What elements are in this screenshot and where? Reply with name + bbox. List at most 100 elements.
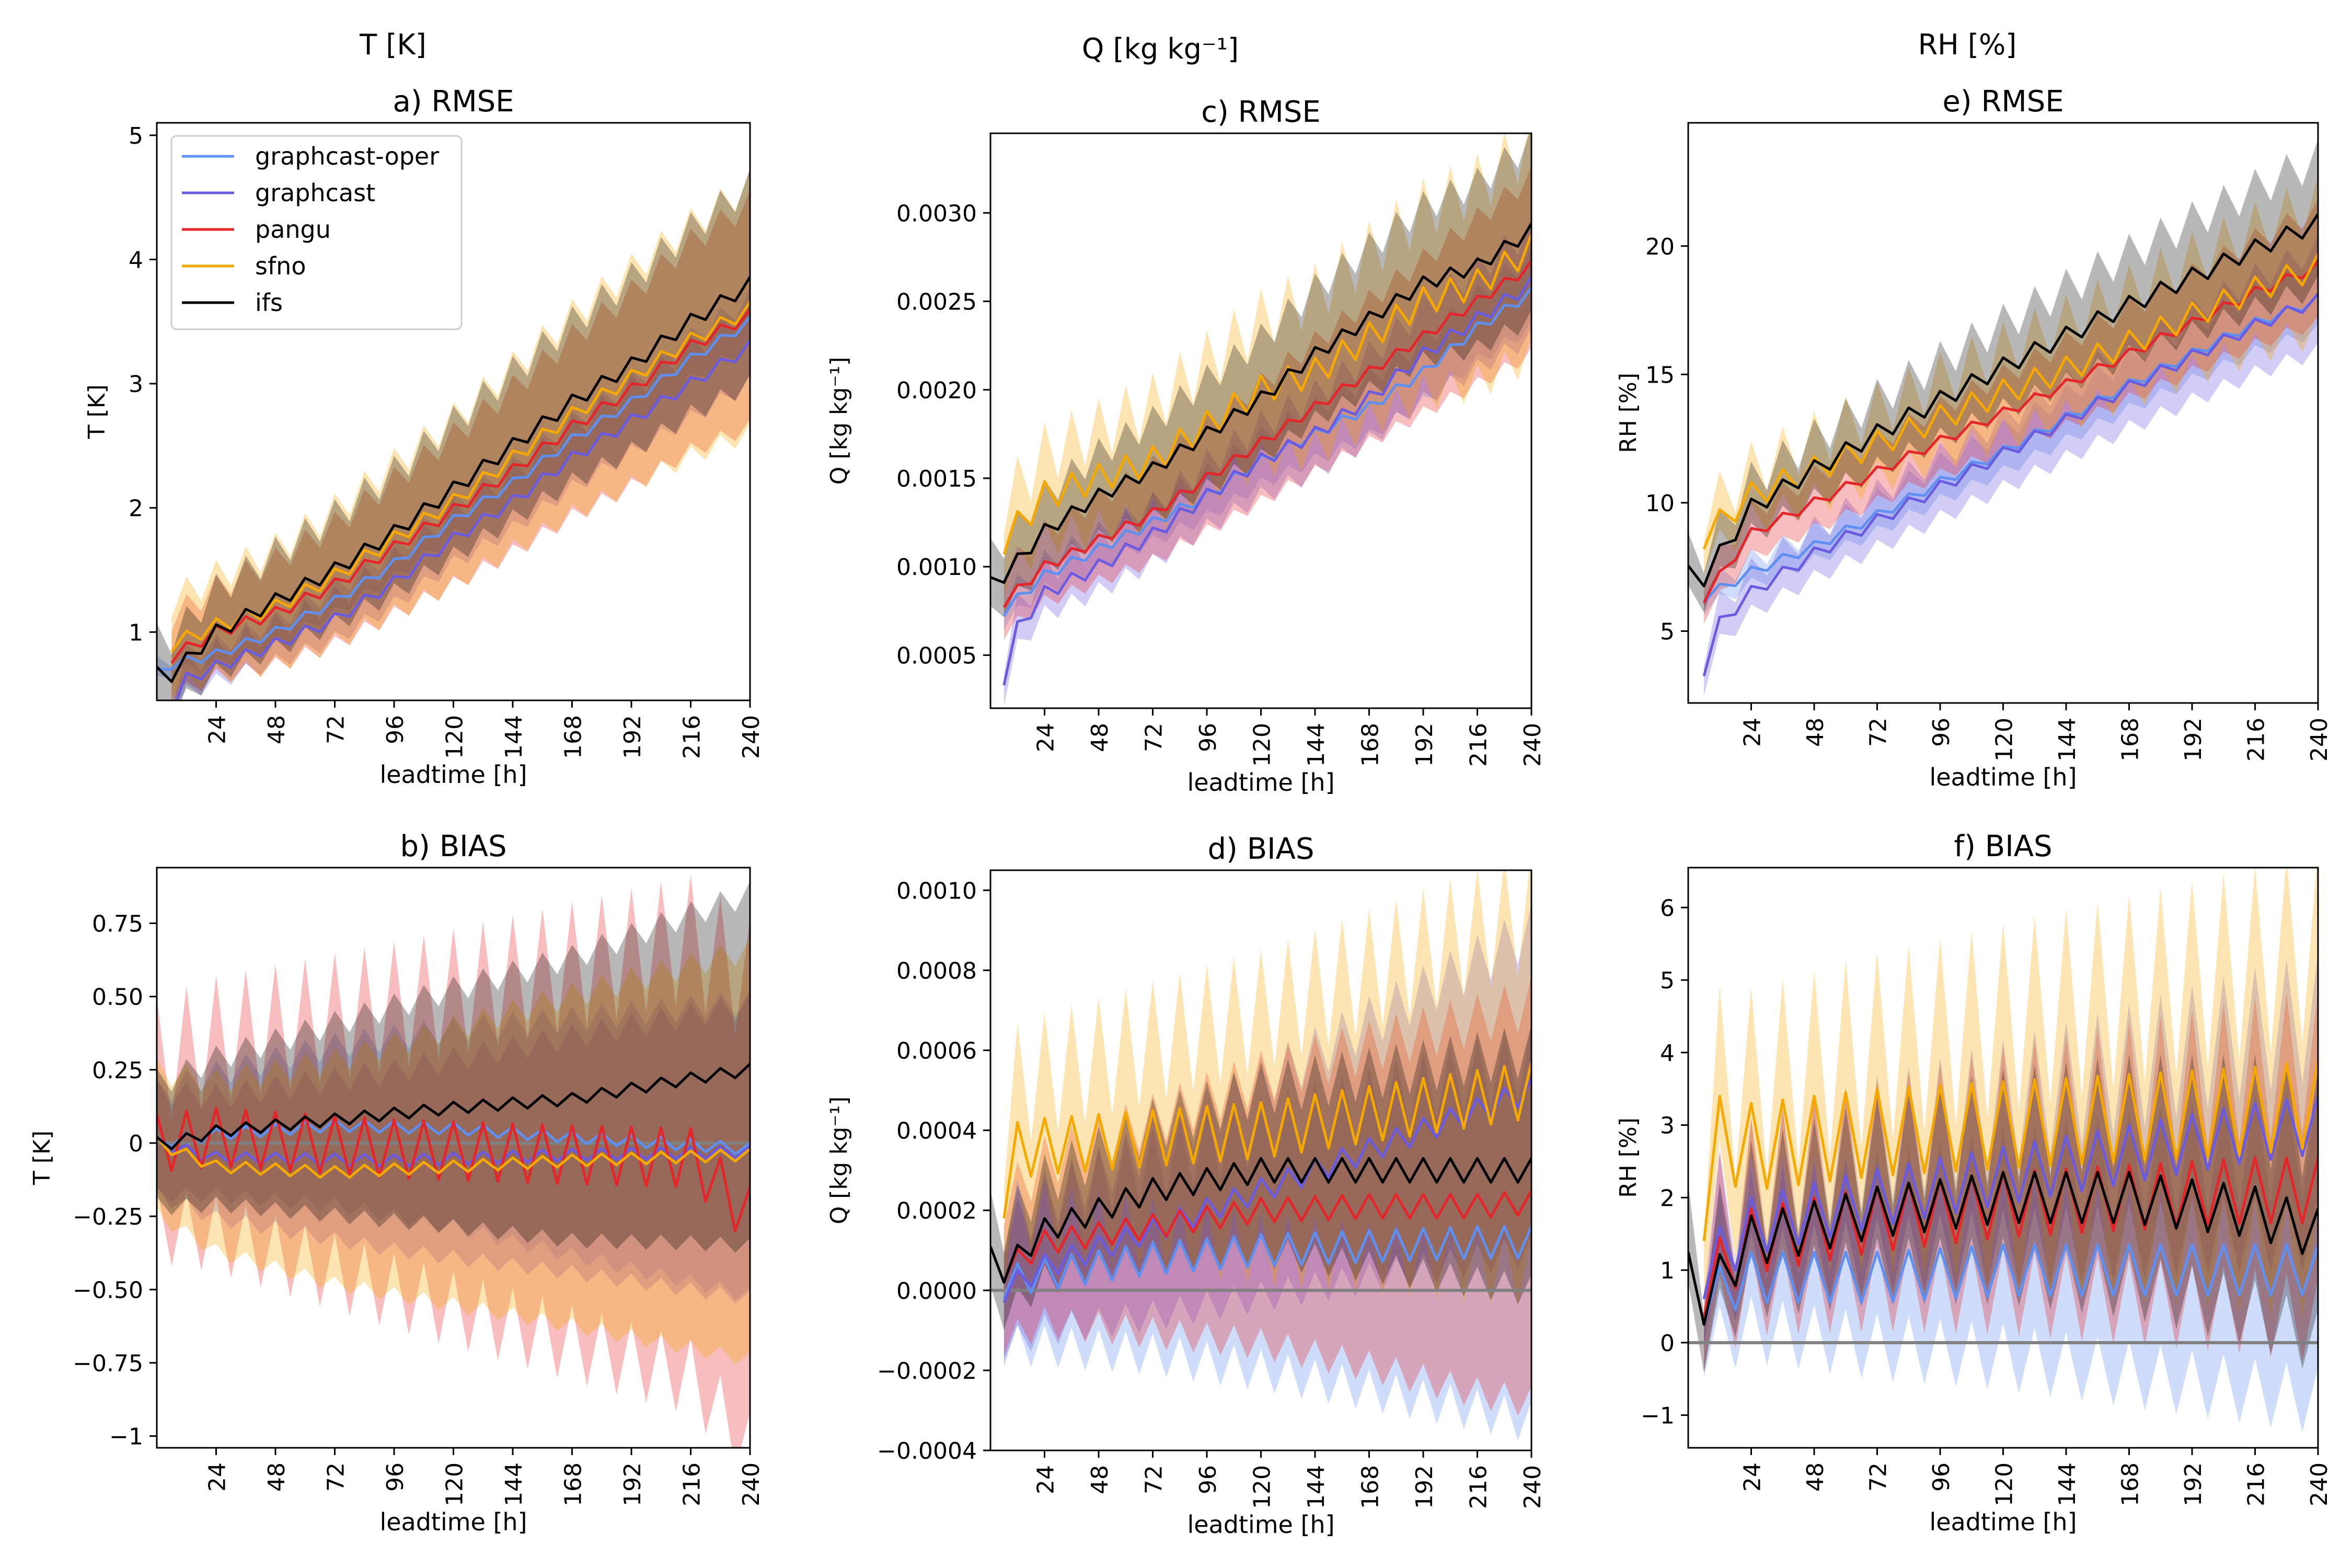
band-ifs-e <box>1688 139 2318 613</box>
series-line-ifs-e <box>1688 213 2318 588</box>
series-line-ifs-c <box>990 223 1531 584</box>
y-axis-label-c: Q [kg kg⁻¹] <box>826 357 852 485</box>
x-tick-label-b-216: 216 <box>679 1462 706 1506</box>
series-line-sfno-f <box>1702 1059 2318 1241</box>
chart-title-a: a) RMSE <box>393 85 514 119</box>
y-tick-label-d-7: 0.0010 <box>896 878 977 904</box>
plot-area-f <box>1688 868 2318 1432</box>
x-tick-label-f-120: 120 <box>1991 1462 2018 1506</box>
x-tick-label-c-240: 240 <box>1519 723 1546 767</box>
x-tick-label-f-72: 72 <box>1865 1462 1892 1492</box>
legend-label-graphcast-oper: graphcast-oper <box>255 142 439 170</box>
y-tick-label-c-2: 0.0015 <box>896 466 977 492</box>
x-tick-label-b-168: 168 <box>560 1462 587 1506</box>
y-tick-label-b-5: 0.25 <box>92 1057 143 1084</box>
x-tick-label-f-144: 144 <box>2054 1462 2081 1506</box>
y-axis-label-d: Q [kg kg⁻¹] <box>826 1097 852 1225</box>
series-line-pangu-b <box>157 1106 750 1232</box>
band-ifs-b <box>157 881 750 1253</box>
band-pangu-d <box>1004 976 1531 1416</box>
x-axis-label-b: leadtime [h] <box>379 1508 527 1536</box>
x-tick-label-e-96: 96 <box>1928 718 1955 747</box>
x-tick-label-f-168: 168 <box>2117 1462 2144 1506</box>
band-sfno-f <box>1704 868 2318 1320</box>
x-tick-label-b-72: 72 <box>323 1462 350 1492</box>
panel-c: c) RMSE 24 48 72 96 120 144 168 192 216 240 leadtim… <box>826 95 1546 797</box>
x-axis-label-e: leadtime [h] <box>1929 763 2077 791</box>
series-line-graphcast-oper-f <box>1702 1243 2318 1325</box>
y-tick-label-b-0: −1 <box>109 1424 143 1450</box>
y-tick-label-c-0: 0.0005 <box>896 642 977 669</box>
series-line-ifs-d <box>990 1157 1531 1284</box>
y-tick-label-a-2: 3 <box>129 371 143 398</box>
band-ifs-a <box>157 168 750 700</box>
x-tick-label-e-240: 240 <box>2306 718 2333 762</box>
plot-area-a <box>157 168 750 700</box>
y-tick-label-a-1: 2 <box>129 495 143 522</box>
x-tick-label-b-24: 24 <box>204 1462 231 1492</box>
legend-label-pangu: pangu <box>255 215 331 244</box>
x-axis-label-d: leadtime [h] <box>1187 1511 1334 1539</box>
x-tick-label-e-168: 168 <box>2117 718 2144 762</box>
series-line-graphcast-c <box>1002 275 1531 686</box>
x-tick-label-f-216: 216 <box>2243 1462 2270 1506</box>
series-line-graphcast-oper-a <box>157 316 750 671</box>
column-header-rh: RH [%] <box>1918 28 2017 61</box>
y-tick-label-d-3: 0.0002 <box>896 1198 977 1225</box>
series-line-sfno-c <box>1002 234 1531 555</box>
x-tick-label-f-48: 48 <box>1802 1462 1829 1492</box>
band-graphcast-e <box>1704 234 2318 696</box>
x-tick-label-d-120: 120 <box>1249 1465 1276 1509</box>
x-tick-label-e-144: 144 <box>2054 718 2081 762</box>
chart-title-e: e) RMSE <box>1942 85 2063 119</box>
panel-d: d) BIAS 24 48 72 96 120 144 168 192 216 240 leadtim… <box>826 832 1546 1539</box>
column-header-t: T [K] <box>359 28 426 61</box>
x-tick-label-c-72: 72 <box>1141 723 1168 752</box>
band-graphcast-f <box>1704 952 2318 1347</box>
series-line-graphcast-e <box>1702 293 2318 677</box>
series-line-pangu-a <box>170 308 750 664</box>
x-tick-label-d-192: 192 <box>1411 1465 1438 1509</box>
band-sfno-a <box>171 168 750 698</box>
band-graphcast-oper-d <box>1004 1027 1531 1441</box>
x-tick-label-f-240: 240 <box>2306 1462 2333 1506</box>
band-sfno-e <box>1704 174 2318 576</box>
y-tick-label-e-3: 20 <box>1645 234 1675 260</box>
x-tick-label-f-24: 24 <box>1739 1462 1766 1492</box>
y-tick-label-b-6: 0.50 <box>92 984 143 1011</box>
y-tick-label-c-3: 0.0020 <box>896 377 977 404</box>
panel-b: b) BIAS 24 48 72 96 120 144 168 192 216 240 leadtim… <box>29 829 765 1536</box>
y-axis-label-e: RH [%] <box>1615 373 1642 453</box>
x-tick-label-e-72: 72 <box>1865 718 1892 747</box>
x-tick-label-d-216: 216 <box>1466 1465 1492 1509</box>
y-tick-label-d-2: 0.0000 <box>896 1278 977 1305</box>
y-tick-label-b-4: 0 <box>129 1131 143 1157</box>
x-tick-label-b-48: 48 <box>263 1462 290 1492</box>
y-tick-label-d-1: −0.0002 <box>877 1358 977 1385</box>
band-pangu-f <box>1704 988 2318 1374</box>
y-tick-label-a-3: 4 <box>129 247 143 273</box>
x-tick-label-a-144: 144 <box>501 715 527 759</box>
x-tick-label-a-48: 48 <box>263 715 290 744</box>
x-tick-label-c-24: 24 <box>1033 723 1059 752</box>
y-tick-label-b-7: 0.75 <box>92 911 143 938</box>
x-tick-label-d-24: 24 <box>1033 1465 1059 1494</box>
series-line-graphcast-oper-e <box>1703 294 2318 604</box>
plot-area-e <box>1688 139 2318 696</box>
series-line-sfno-b <box>157 1136 750 1179</box>
y-tick-label-e-2: 15 <box>1645 362 1675 388</box>
x-tick-label-c-120: 120 <box>1249 723 1276 767</box>
x-tick-label-e-192: 192 <box>2180 718 2207 762</box>
plot-area-b <box>157 874 750 1448</box>
chart-title-c: c) RMSE <box>1201 95 1321 129</box>
x-tick-label-c-48: 48 <box>1087 723 1113 752</box>
x-tick-label-f-192: 192 <box>2180 1462 2207 1506</box>
series-line-ifs-b <box>157 1063 750 1150</box>
series-line-ifs-a <box>157 276 750 683</box>
x-tick-label-a-72: 72 <box>323 715 350 744</box>
x-tick-label-f-96: 96 <box>1928 1462 1955 1492</box>
x-tick-label-d-144: 144 <box>1303 1465 1330 1509</box>
y-tick-label-e-1: 10 <box>1645 490 1675 517</box>
